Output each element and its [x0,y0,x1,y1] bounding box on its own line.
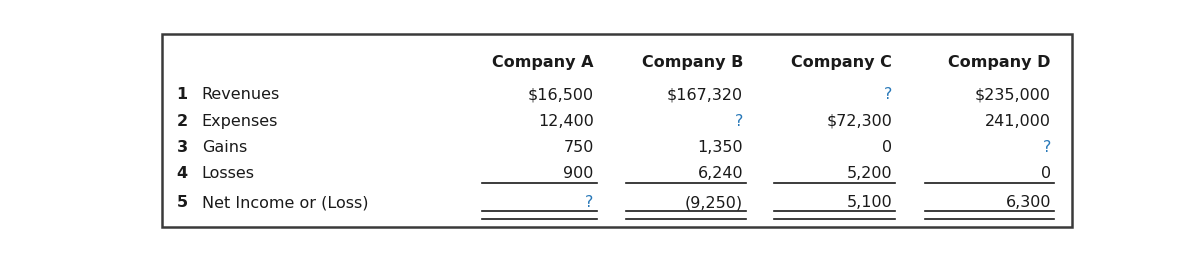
Text: Revenues: Revenues [202,88,281,102]
Text: $16,500: $16,500 [527,88,594,102]
Text: Gains: Gains [202,140,247,155]
Text: 6,240: 6,240 [697,166,743,181]
Text: ?: ? [734,114,743,129]
Text: $235,000: $235,000 [975,88,1051,102]
Text: Expenses: Expenses [202,114,278,129]
Text: Company C: Company C [791,55,892,70]
FancyBboxPatch shape [161,35,1073,227]
Text: 5,100: 5,100 [846,195,892,210]
Text: 5,200: 5,200 [846,166,892,181]
Text: ?: ? [884,88,892,102]
Text: $72,300: $72,300 [826,114,892,129]
Text: 2: 2 [177,114,188,129]
Text: 3: 3 [177,140,188,155]
Text: 1: 1 [177,88,188,102]
Text: 900: 900 [563,166,594,181]
Text: 5: 5 [177,195,188,210]
Text: 6,300: 6,300 [1005,195,1051,210]
Text: 750: 750 [563,140,594,155]
Text: ?: ? [585,195,594,210]
Text: 1,350: 1,350 [697,140,743,155]
Text: 12,400: 12,400 [538,114,594,129]
Text: Losses: Losses [202,166,255,181]
Text: (9,250): (9,250) [685,195,743,210]
Text: Company A: Company A [492,55,594,70]
Text: 0: 0 [883,140,892,155]
Text: Net Income or (Loss): Net Income or (Loss) [202,195,368,210]
Text: 4: 4 [177,166,188,181]
Text: Company D: Company D [949,55,1051,70]
Text: 0: 0 [1040,166,1051,181]
Text: ?: ? [1043,140,1051,155]
Text: Company B: Company B [642,55,743,70]
Text: $167,320: $167,320 [667,88,743,102]
Text: 241,000: 241,000 [985,114,1051,129]
